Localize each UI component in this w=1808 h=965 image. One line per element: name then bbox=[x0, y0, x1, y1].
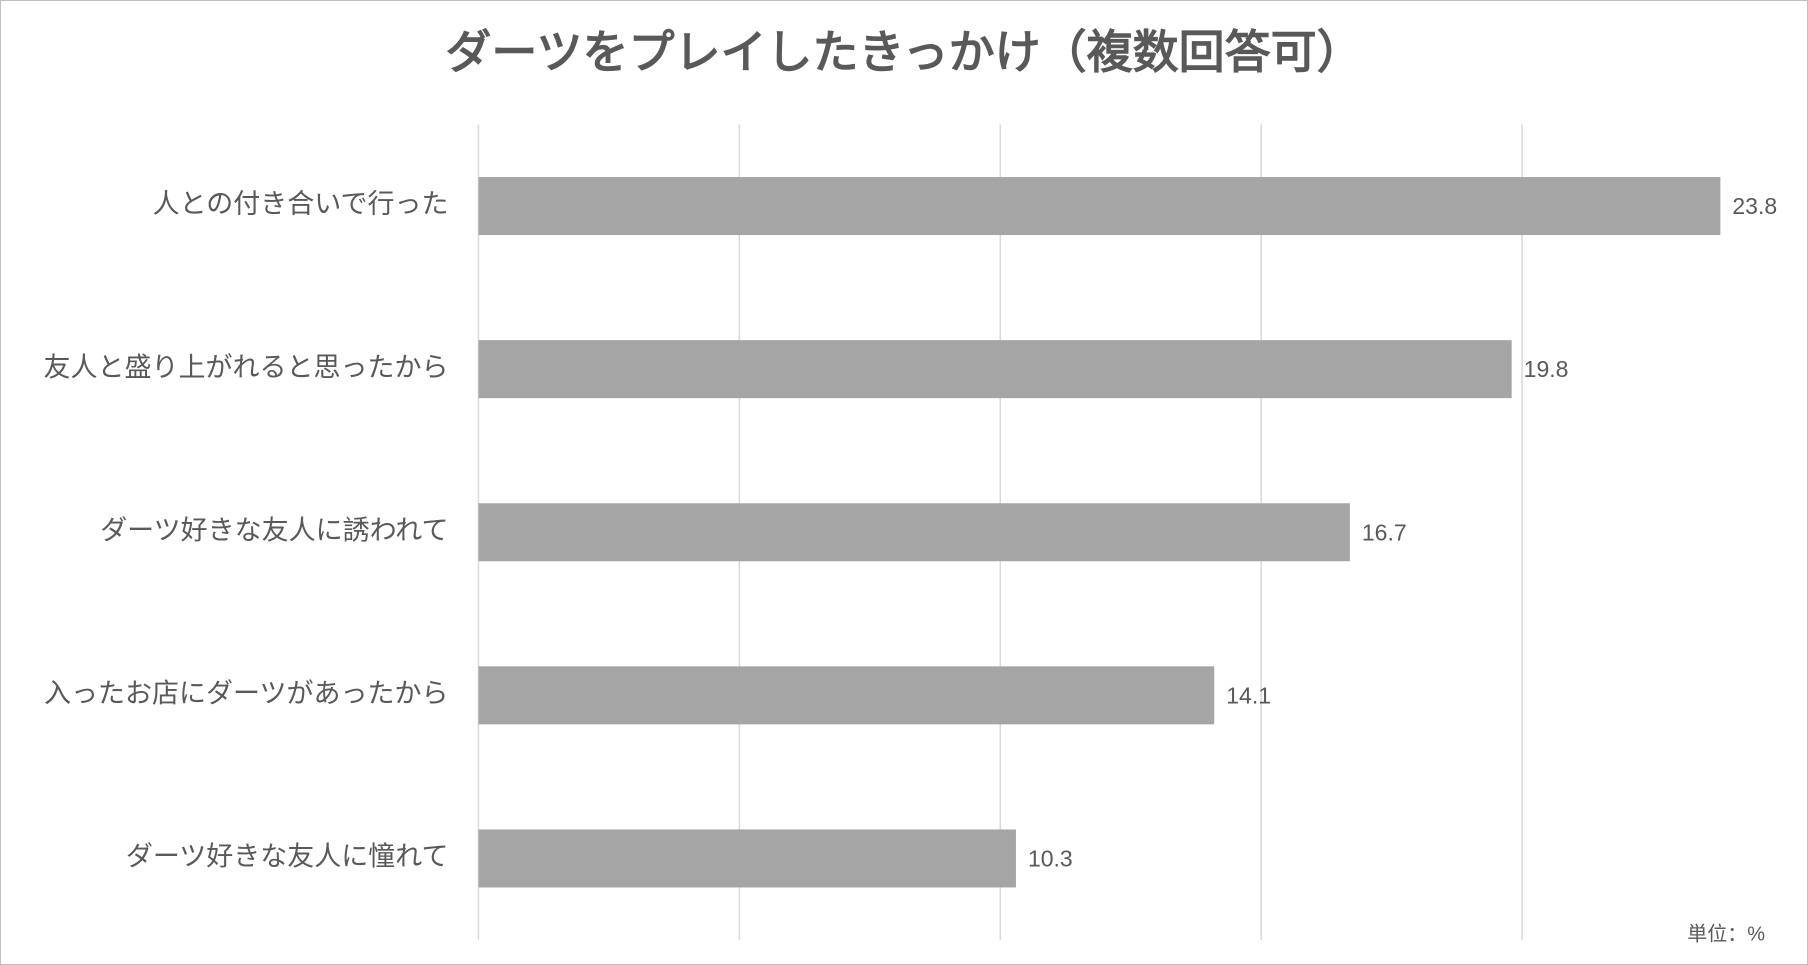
value-label: 10.3 bbox=[1028, 846, 1073, 872]
y-tick-label: ダーツ好きな友人に憧れて bbox=[126, 842, 449, 872]
bar bbox=[478, 829, 1016, 888]
value-label: 19.8 bbox=[1524, 356, 1569, 382]
value-label: 23.8 bbox=[1732, 193, 1777, 219]
bar bbox=[478, 177, 1721, 236]
unit-note: 単位：% bbox=[1687, 922, 1765, 945]
y-tick-label: ダーツ好きな友人に誘われて bbox=[100, 515, 448, 545]
bar bbox=[478, 340, 1512, 399]
value-label: 14.1 bbox=[1226, 682, 1271, 708]
y-tick-label: 入ったお店にダーツがあったから bbox=[44, 678, 448, 708]
value-label: 16.7 bbox=[1362, 519, 1407, 545]
y-tick-label: 人との付き合いで行った bbox=[153, 189, 449, 219]
chart-title: ダーツをプレイしたきっかけ（複数回答可） bbox=[445, 26, 1362, 78]
y-tick-label: 友人と盛り上がれると思ったから bbox=[44, 352, 449, 382]
bar bbox=[478, 666, 1215, 725]
bar bbox=[478, 503, 1350, 562]
